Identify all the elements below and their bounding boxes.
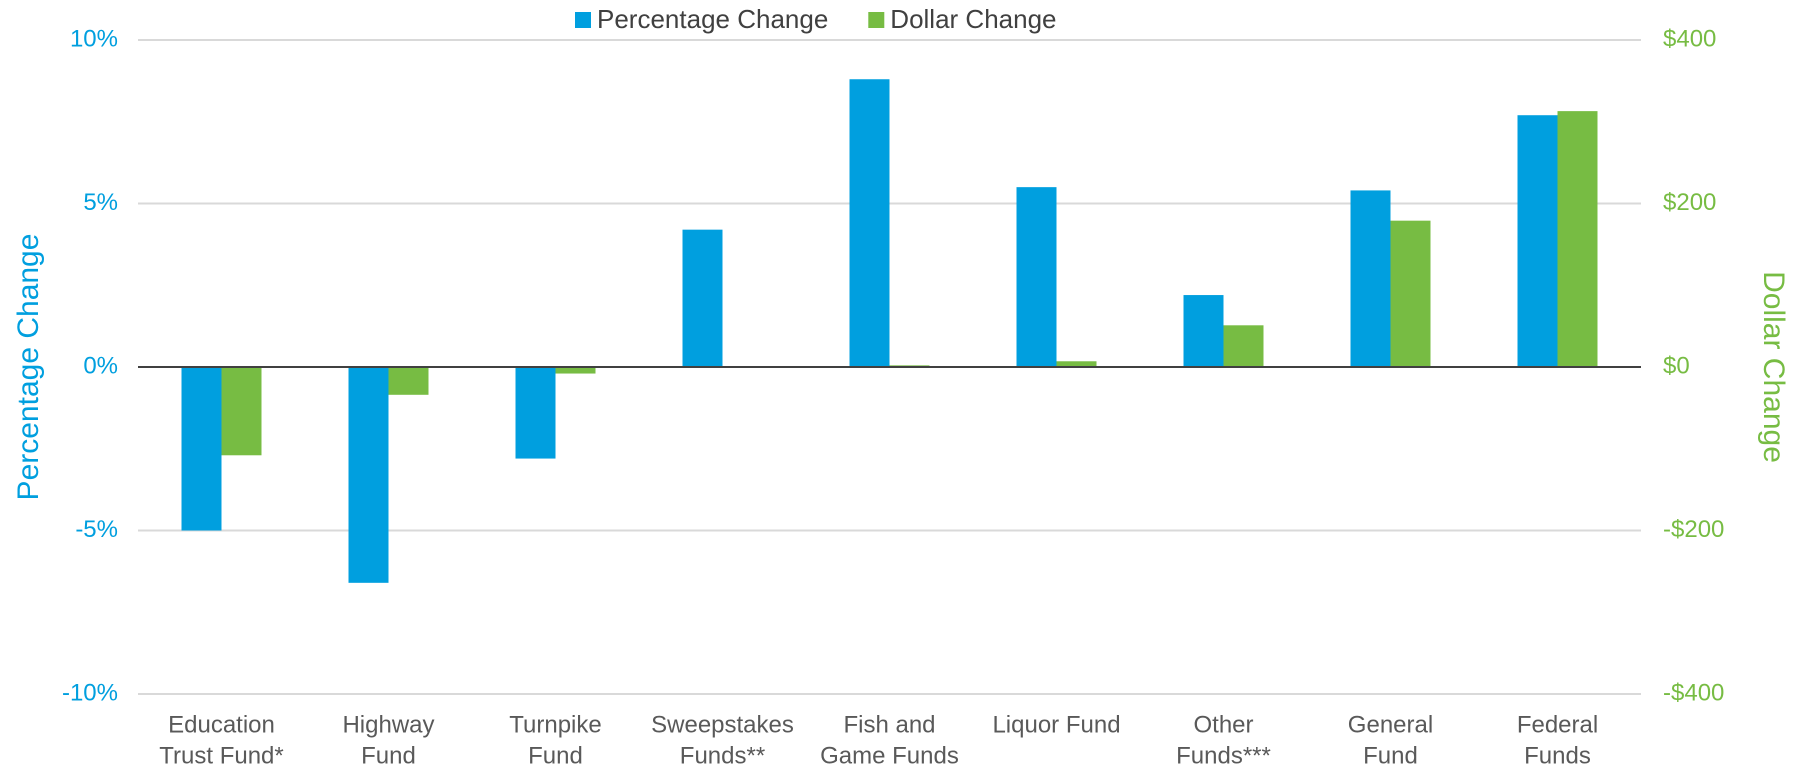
bar bbox=[849, 79, 890, 368]
y2-tick-label: $0 bbox=[1663, 352, 1690, 379]
y-tick-label: -10% bbox=[62, 679, 118, 706]
bar bbox=[515, 367, 556, 459]
x-tick-label: Fund bbox=[1363, 742, 1418, 769]
y2-tick-label: $200 bbox=[1663, 189, 1716, 216]
y-tick-label: 5% bbox=[83, 189, 118, 216]
x-tick-label: Trust Fund* bbox=[159, 742, 284, 769]
y2-tick-label: -$200 bbox=[1663, 516, 1724, 543]
bar bbox=[1183, 295, 1224, 367]
x-tick-label: Fund bbox=[528, 742, 583, 769]
x-tick-label: Education bbox=[168, 711, 275, 738]
bar bbox=[348, 367, 389, 583]
bar bbox=[1016, 187, 1057, 367]
x-tick-label: Highway bbox=[342, 711, 434, 738]
bar bbox=[1223, 325, 1264, 367]
bar bbox=[555, 367, 596, 374]
y-axis-title: Percentage Change bbox=[12, 234, 45, 501]
bar bbox=[181, 367, 222, 531]
legend-label: Percentage Change bbox=[597, 4, 828, 34]
x-tick-label: General bbox=[1348, 711, 1433, 738]
x-tick-label: Turnpike bbox=[509, 711, 601, 738]
bar bbox=[1517, 115, 1558, 368]
x-tick-label: Game Funds bbox=[820, 742, 959, 769]
x-tick-label: Funds** bbox=[680, 742, 765, 769]
y2-tick-label: $400 bbox=[1663, 25, 1716, 52]
x-tick-label: Fund bbox=[361, 742, 416, 769]
x-tick-label: Fish and bbox=[843, 711, 935, 738]
y-tick-label: -5% bbox=[75, 516, 118, 543]
y-tick-label: 10% bbox=[70, 25, 118, 52]
bar bbox=[388, 367, 429, 395]
y2-axis-title: Dollar Change bbox=[1757, 271, 1790, 463]
x-tick-label: Liquor Fund bbox=[992, 711, 1120, 738]
bar bbox=[221, 367, 262, 456]
x-tick-label: Other bbox=[1193, 711, 1253, 738]
bar bbox=[1350, 190, 1391, 367]
bar bbox=[682, 229, 723, 367]
bar bbox=[1056, 361, 1097, 367]
x-tick-label: Sweepstakes bbox=[651, 711, 794, 738]
x-tick-label: Federal bbox=[1517, 711, 1598, 738]
x-tick-label: Funds*** bbox=[1176, 742, 1271, 769]
legend-swatch bbox=[575, 12, 591, 28]
y-tick-label: 0% bbox=[83, 352, 118, 379]
x-tick-label: Funds bbox=[1524, 742, 1591, 769]
legend-label: Dollar Change bbox=[890, 4, 1056, 34]
legend-swatch bbox=[868, 12, 885, 28]
bar bbox=[1557, 111, 1598, 367]
y2-tick-label: -$400 bbox=[1663, 679, 1724, 706]
bar bbox=[1390, 220, 1431, 367]
